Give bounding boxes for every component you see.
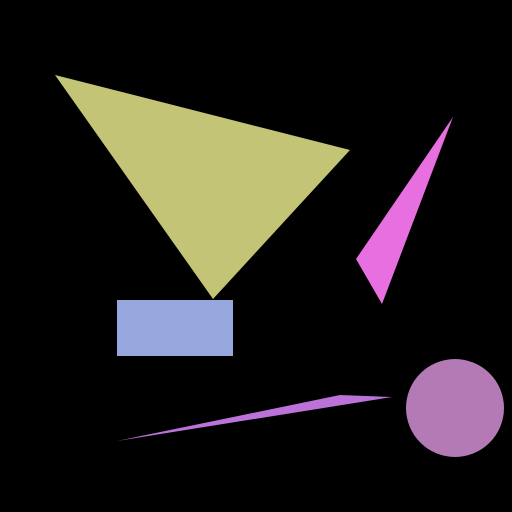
blue-rectangle [117,300,233,356]
purple-sliver [117,395,392,441]
olive-triangle [55,75,350,299]
magenta-triangle [356,117,453,304]
mauve-circle [406,359,504,457]
